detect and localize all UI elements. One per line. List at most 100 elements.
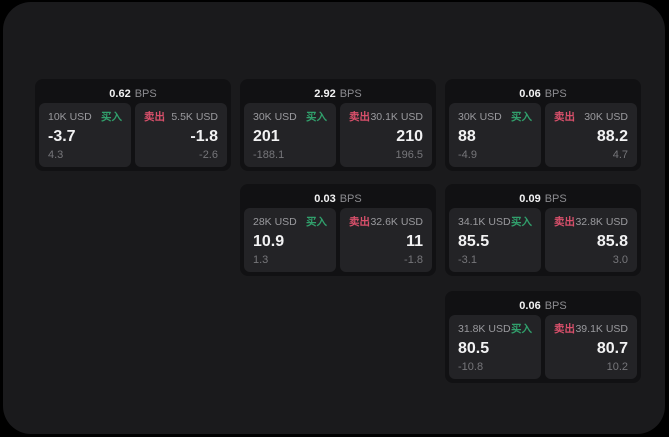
quote-card: 0.06 BPS 31.8K USD 买入 80.5 -10.8 卖出 39.1K… (445, 291, 641, 383)
sell-tag: 卖出 (144, 111, 165, 123)
sell-price-value: 11 (406, 232, 423, 250)
sell-amount-label: 30K USD (584, 111, 628, 123)
sell-panel[interactable]: 卖出 30K USD 88.2 4.7 (545, 103, 637, 167)
sell-panel[interactable]: 卖出 30.1K USD 210 196.5 (340, 103, 432, 167)
sell-panel[interactable]: 卖出 32.8K USD 85.8 3.0 (545, 208, 637, 272)
quote-card: 0.62 BPS 10K USD 买入 -3.7 4.3 卖出 5.5K USD … (35, 79, 231, 171)
buy-top-row: 30K USD 买入 (458, 109, 532, 124)
card-body: 28K USD 买入 10.9 1.3 卖出 32.6K USD 11 -1.8 (244, 208, 432, 272)
sell-top-row: 卖出 5.5K USD (144, 109, 218, 124)
sell-price-value: 210 (396, 127, 423, 145)
buy-amount-label: 31.8K USD (458, 323, 511, 335)
bps-spread-value: 0.62 (109, 88, 131, 100)
bps-spread-value: 2.92 (314, 88, 336, 100)
sell-tag: 卖出 (554, 111, 575, 123)
buy-amount-label: 30K USD (253, 111, 297, 123)
sell-delta-value: 10.2 (606, 361, 628, 373)
card-body: 31.8K USD 买入 80.5 -10.8 卖出 39.1K USD 80.… (449, 315, 637, 379)
sell-price-value: 88.2 (596, 127, 628, 145)
card-header: 0.03 BPS (244, 188, 432, 208)
buy-price-value: 10.9 (253, 232, 285, 250)
sell-delta-value: -1.8 (404, 254, 423, 266)
buy-tag: 买入 (306, 216, 327, 228)
buy-tag: 买入 (101, 111, 122, 123)
buy-top-row: 10K USD 买入 (48, 109, 122, 124)
buy-delta-value: 4.3 (48, 149, 64, 161)
sell-price-value: 85.8 (596, 232, 628, 250)
buy-delta-value: -3.1 (458, 254, 477, 266)
buy-top-row: 34.1K USD 买入 (458, 214, 532, 229)
bps-unit-label: BPS (134, 88, 157, 100)
sell-amount-label: 5.5K USD (171, 111, 218, 123)
sell-delta-value: 4.7 (612, 149, 628, 161)
buy-delta-value: 1.3 (253, 254, 269, 266)
card-body: 30K USD 买入 88 -4.9 卖出 30K USD 88.2 4.7 (449, 103, 637, 167)
quote-card: 2.92 BPS 30K USD 买入 201 -188.1 卖出 30.1K U… (240, 79, 436, 171)
buy-amount-label: 28K USD (253, 216, 297, 228)
sell-amount-label: 30.1K USD (370, 111, 423, 123)
sell-panel[interactable]: 卖出 5.5K USD -1.8 -2.6 (135, 103, 227, 167)
bps-unit-label: BPS (544, 300, 567, 312)
card-header: 0.06 BPS (449, 295, 637, 315)
buy-price-value: -3.7 (48, 127, 76, 145)
sell-tag: 卖出 (554, 216, 575, 228)
card-header: 0.06 BPS (449, 83, 637, 103)
bps-spread-value: 0.06 (519, 300, 541, 312)
sell-top-row: 卖出 30K USD (554, 109, 628, 124)
card-header: 0.62 BPS (39, 83, 227, 103)
buy-price-value: 88 (458, 127, 476, 145)
card-body: 30K USD 买入 201 -188.1 卖出 30.1K USD 210 1… (244, 103, 432, 167)
quote-card: 0.06 BPS 30K USD 买入 88 -4.9 卖出 30K USD 88… (445, 79, 641, 171)
buy-top-row: 28K USD 买入 (253, 214, 327, 229)
sell-price-value: -1.8 (190, 127, 218, 145)
buy-delta-value: -10.8 (458, 361, 484, 373)
buy-panel[interactable]: 34.1K USD 买入 85.5 -3.1 (449, 208, 541, 272)
buy-amount-label: 10K USD (48, 111, 92, 123)
card-header: 2.92 BPS (244, 83, 432, 103)
sell-panel[interactable]: 卖出 32.6K USD 11 -1.8 (340, 208, 432, 272)
sell-amount-label: 32.6K USD (370, 216, 423, 228)
bps-unit-label: BPS (544, 88, 567, 100)
sell-tag: 卖出 (554, 323, 575, 335)
buy-top-row: 31.8K USD 买入 (458, 321, 532, 336)
buy-panel[interactable]: 30K USD 买入 201 -188.1 (244, 103, 336, 167)
card-body: 34.1K USD 买入 85.5 -3.1 卖出 32.8K USD 85.8… (449, 208, 637, 272)
sell-tag: 卖出 (349, 216, 370, 228)
bps-spread-value: 0.03 (314, 193, 336, 205)
quote-card: 0.03 BPS 28K USD 买入 10.9 1.3 卖出 32.6K USD… (240, 184, 436, 276)
buy-amount-label: 34.1K USD (458, 216, 511, 228)
buy-panel[interactable]: 28K USD 买入 10.9 1.3 (244, 208, 336, 272)
sell-top-row: 卖出 30.1K USD (349, 109, 423, 124)
buy-price-value: 85.5 (458, 232, 490, 250)
buy-panel[interactable]: 10K USD 买入 -3.7 4.3 (39, 103, 131, 167)
sell-delta-value: 196.5 (395, 149, 423, 161)
buy-delta-value: -4.9 (458, 149, 477, 161)
buy-amount-label: 30K USD (458, 111, 502, 123)
buy-tag: 买入 (511, 111, 532, 123)
bps-spread-value: 0.09 (519, 193, 541, 205)
bps-unit-label: BPS (544, 193, 567, 205)
sell-price-value: 80.7 (596, 339, 628, 357)
sell-delta-value: 3.0 (612, 254, 628, 266)
bps-spread-value: 0.06 (519, 88, 541, 100)
buy-tag: 买入 (511, 216, 532, 228)
buy-price-value: 80.5 (458, 339, 490, 357)
main-panel: 0.62 BPS 10K USD 买入 -3.7 4.3 卖出 5.5K USD … (3, 2, 665, 434)
buy-price-value: 201 (253, 127, 280, 145)
sell-panel[interactable]: 卖出 39.1K USD 80.7 10.2 (545, 315, 637, 379)
bps-unit-label: BPS (339, 88, 362, 100)
buy-panel[interactable]: 30K USD 买入 88 -4.9 (449, 103, 541, 167)
quote-card: 0.09 BPS 34.1K USD 买入 85.5 -3.1 卖出 32.8K … (445, 184, 641, 276)
sell-top-row: 卖出 32.8K USD (554, 214, 628, 229)
card-header: 0.09 BPS (449, 188, 637, 208)
sell-amount-label: 32.8K USD (575, 216, 628, 228)
sell-amount-label: 39.1K USD (575, 323, 628, 335)
buy-tag: 买入 (306, 111, 327, 123)
buy-tag: 买入 (511, 323, 532, 335)
sell-top-row: 卖出 32.6K USD (349, 214, 423, 229)
sell-top-row: 卖出 39.1K USD (554, 321, 628, 336)
buy-top-row: 30K USD 买入 (253, 109, 327, 124)
sell-delta-value: -2.6 (199, 149, 218, 161)
buy-panel[interactable]: 31.8K USD 买入 80.5 -10.8 (449, 315, 541, 379)
